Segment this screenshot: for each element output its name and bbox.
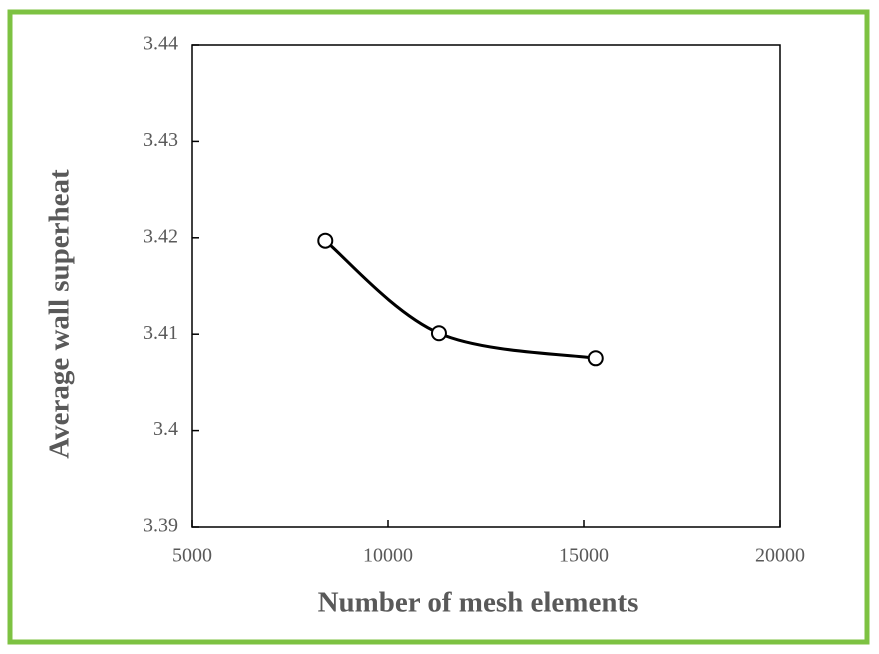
y-tick-label: 3.44 <box>143 33 178 55</box>
y-axis-title: Average wall superheat <box>44 169 76 459</box>
y-tick-label: 3.4 <box>153 418 178 440</box>
y-tick-label: 3.43 <box>143 129 178 151</box>
x-tick-label: 10000 <box>363 545 413 567</box>
y-tick-label: 3.41 <box>143 322 178 344</box>
marker <box>317 232 334 249</box>
x-tick-label: 15000 <box>559 545 609 567</box>
y-tick-label: 3.39 <box>143 515 178 537</box>
y-tick-label: 3.42 <box>143 225 178 247</box>
marker <box>587 350 604 367</box>
x-axis-title: Number of mesh elements <box>318 587 639 619</box>
plot-area <box>191 44 781 528</box>
marker <box>430 325 447 342</box>
x-tick-label: 20000 <box>755 545 805 567</box>
x-tick-label: 5000 <box>172 545 212 567</box>
